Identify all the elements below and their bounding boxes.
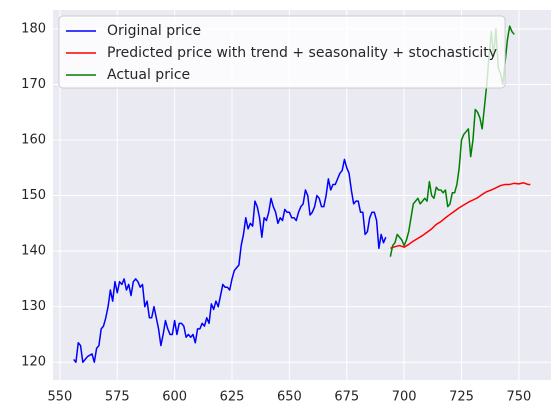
x-tick-label: 750 xyxy=(506,390,531,405)
y-tick-label: 160 xyxy=(21,133,46,148)
legend-label: Original price xyxy=(107,23,201,39)
y-tick-label: 170 xyxy=(21,77,46,92)
legend-box xyxy=(58,15,506,89)
x-tick-label: 650 xyxy=(277,390,302,405)
y-tick-label: 150 xyxy=(21,188,46,203)
x-tick-label: 625 xyxy=(220,390,245,405)
series-line xyxy=(390,182,531,250)
legend-label: Predicted price with trend + seasonality… xyxy=(107,45,497,61)
x-tick-label: 550 xyxy=(47,390,72,405)
y-tick-label: 120 xyxy=(21,355,46,370)
y-tick-label: 180 xyxy=(21,21,46,36)
x-tick-label: 700 xyxy=(392,390,417,405)
legend-label: Actual price xyxy=(107,67,190,83)
y-tick-label: 130 xyxy=(21,299,46,314)
x-tick-label: 675 xyxy=(334,390,359,405)
y-tick-label: 140 xyxy=(21,244,46,259)
x-tick-label: 575 xyxy=(105,390,130,405)
x-tick-label: 725 xyxy=(449,390,474,405)
x-tick-label: 600 xyxy=(162,390,187,405)
series-line xyxy=(73,158,387,363)
